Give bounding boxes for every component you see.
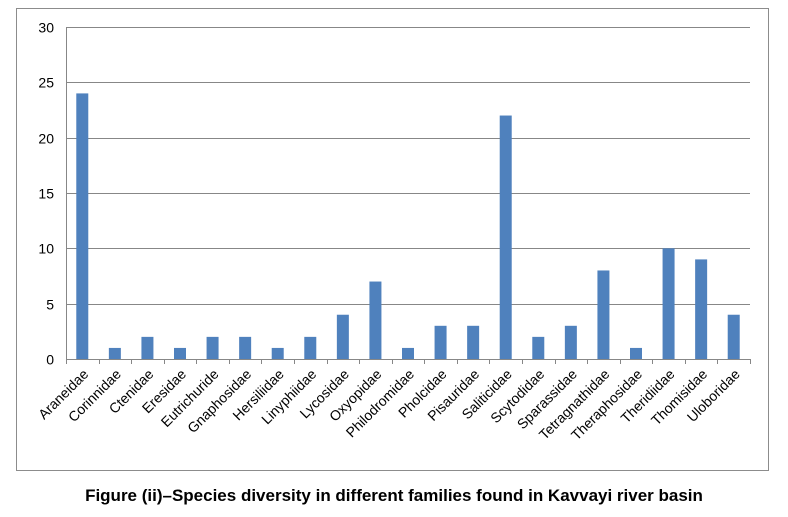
y-tick-label: 15 <box>38 186 54 202</box>
bar-chart: 051015202530AraneidaeCorinnidaeCtenidaeE… <box>35 20 751 443</box>
bar-scytodidae <box>532 336 545 359</box>
y-tick-label: 0 <box>46 352 54 368</box>
bar-pholcidae <box>434 325 447 359</box>
bar-corinnidae <box>108 347 121 359</box>
bar-theraphosidae <box>630 347 642 359</box>
bar-araneidae <box>76 93 89 360</box>
bar-uloboridae <box>727 314 740 359</box>
bar-hersiliidae <box>271 347 284 359</box>
y-tick-label: 25 <box>38 75 54 91</box>
bar-linyphiidae <box>304 336 317 359</box>
bar-tetragnathidae <box>597 270 610 359</box>
bar-pisauridae <box>467 325 480 359</box>
y-tick-label: 30 <box>38 20 54 36</box>
y-tick-label: 10 <box>38 241 54 257</box>
figure-caption: Figure (ii)–Species diversity in differe… <box>85 486 703 505</box>
bar-gnaphosidae <box>239 336 252 359</box>
bar-eutrichuride <box>206 336 219 359</box>
y-tick-label: 5 <box>46 297 54 313</box>
bar-sparassidae <box>564 325 577 359</box>
bar-oxyopidae <box>369 281 382 359</box>
bar-saliticidae <box>499 115 512 360</box>
y-tick-label: 20 <box>38 131 54 147</box>
bar-thomisidae <box>695 259 708 359</box>
bar-theridiidae <box>662 248 675 359</box>
bar-ctenidae <box>141 336 154 359</box>
chart-area <box>16 8 769 471</box>
bar-lycosidae <box>336 314 349 359</box>
bar-eresidae <box>174 347 186 359</box>
bar-philodromidae <box>402 347 414 359</box>
